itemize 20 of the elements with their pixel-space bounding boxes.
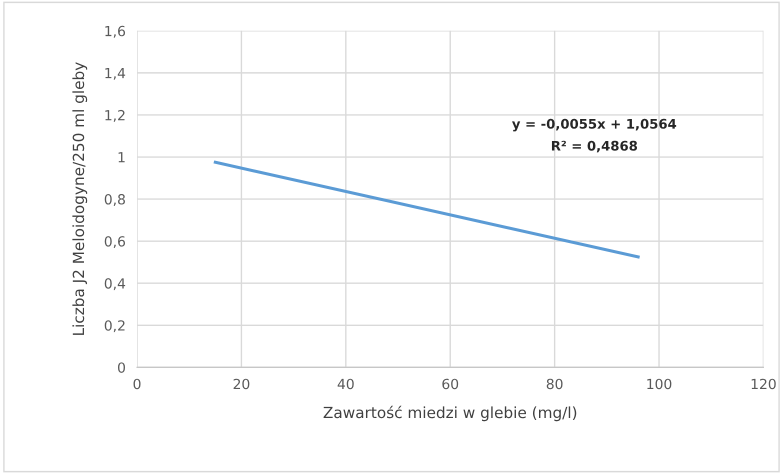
x-tick-label: 0 <box>134 378 141 390</box>
y-tick-label: 1,6 <box>105 26 126 38</box>
x-tick-label: 60 <box>442 378 458 390</box>
y-tick-label: 0,6 <box>104 236 126 248</box>
x-tick-label: 100 <box>647 378 672 390</box>
y-tick-label: 0,8 <box>104 194 125 206</box>
x-tick-label: 80 <box>546 378 563 390</box>
y-tick-label: 1,2 <box>105 110 125 122</box>
y-tick-label: 0 <box>118 362 125 373</box>
x-tick-label: 40 <box>338 378 354 390</box>
y-tick-label: 0,4 <box>104 278 126 290</box>
y-axis-title: Liczba J2 Meloidogyne/250 ml gleby <box>72 62 88 335</box>
x-tick-label: 120 <box>752 378 776 390</box>
annotation: y = -0,0055x + 1,0564 <box>512 118 676 132</box>
y-tick-label: 0,2 <box>104 320 125 332</box>
y-tick-label: 1,4 <box>105 68 126 80</box>
x-axis-title: Zawartość miedzi w glebie (mg/l) <box>324 406 576 422</box>
y-tick-label: 1 <box>118 152 125 162</box>
x-tick-label: 20 <box>234 378 250 390</box>
annotation: R² = 0,4868 <box>552 140 638 152</box>
